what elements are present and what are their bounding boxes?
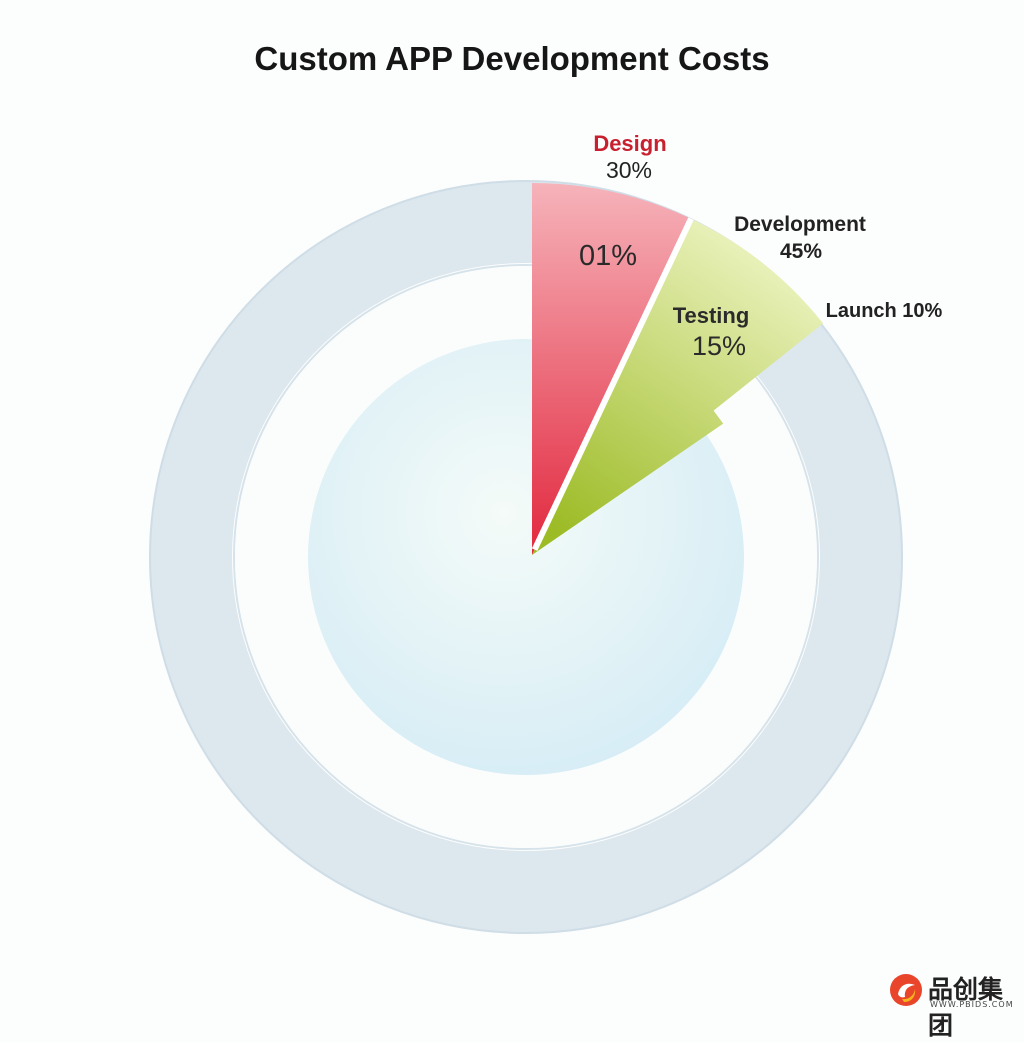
inner-ring-edge bbox=[233, 264, 819, 850]
flame-logo-icon bbox=[890, 974, 922, 1006]
outer-ring bbox=[150, 181, 902, 933]
chart-title: Custom APP Development Costs bbox=[254, 40, 770, 77]
outer-ring-edge bbox=[149, 180, 903, 934]
slice-value-development: 45% bbox=[780, 240, 822, 263]
slice-separator bbox=[531, 217, 694, 551]
pie-slice-design[interactable] bbox=[532, 183, 690, 555]
slice-label-design: Design bbox=[593, 131, 666, 156]
slice-label-testing: Testing bbox=[673, 303, 750, 328]
slice-label-development: Development bbox=[734, 213, 866, 236]
slice-value-testing: 15% bbox=[692, 331, 746, 361]
watermark-url: WWW.PBIDS.COM bbox=[930, 1000, 1014, 1009]
slice-inner-label-design: 01% bbox=[579, 240, 637, 272]
slice-value-design: 30% bbox=[606, 157, 652, 183]
watermark: 品创集团 WWW.PBIDS.COM bbox=[888, 968, 1013, 1040]
slice-label-launch: Launch 10% bbox=[826, 300, 943, 322]
pie-slice-testing[interactable] bbox=[532, 219, 824, 556]
